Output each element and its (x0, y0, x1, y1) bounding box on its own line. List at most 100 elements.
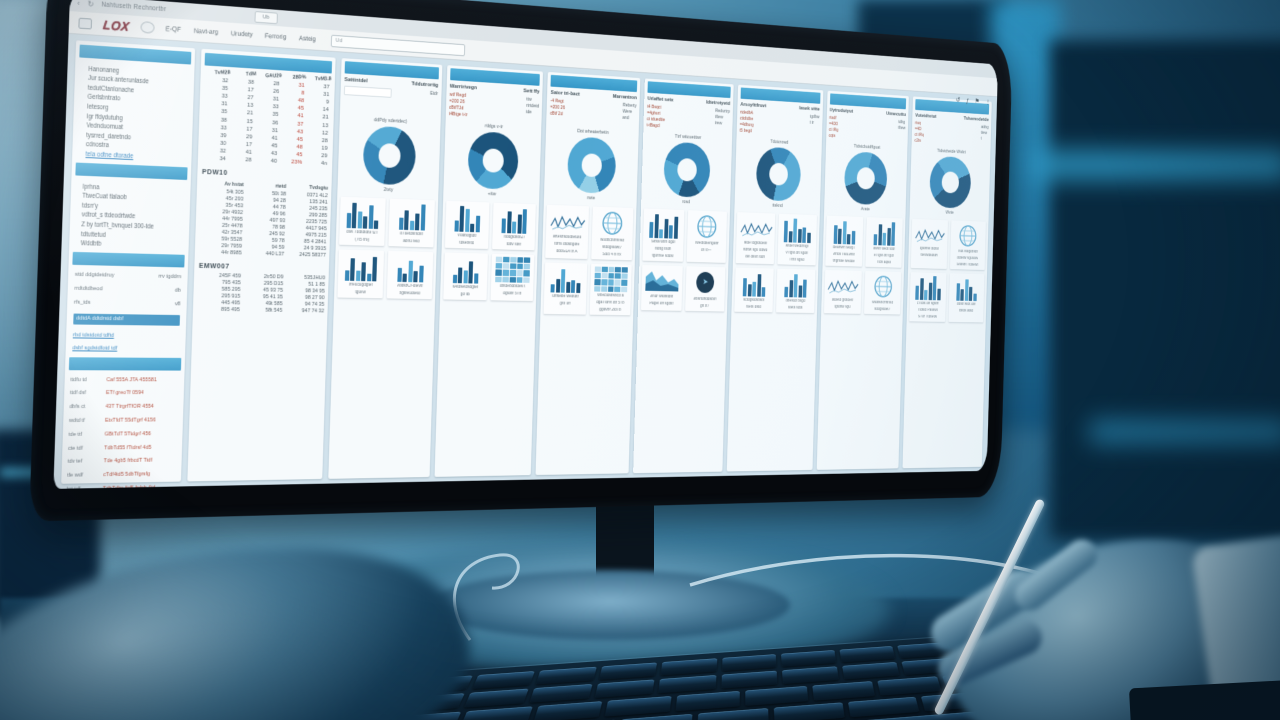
grid-cell (621, 280, 628, 286)
mini-bar-chart (828, 218, 861, 245)
keyboard-key (463, 688, 529, 709)
refresh-icon[interactable]: ↻ (87, 0, 94, 9)
mini-chart-card[interactable]: cTtdst dtf sgtdff Ttdstd Passwt STdr Ttdse… (909, 272, 947, 322)
back-icon[interactable]: ‹ (77, 0, 81, 8)
mini-chart-card[interactable]: wndr wtdtstdsf Paget dff sgdsf (641, 265, 683, 311)
mini-chart-card[interactable]: Stbta wtfh dgdf bdftg tndh tgurnse sddst (642, 208, 685, 262)
menu-item[interactable]: Asteig (298, 34, 316, 43)
alert-code: cte tdf (68, 445, 83, 452)
keyboard-key (459, 706, 533, 720)
card-caption: Tsdt stdgdbsbf (957, 249, 978, 255)
panel-title-right: Sett ffy (523, 88, 540, 95)
panel-header-band (647, 81, 731, 99)
card-caption: Vddbdgtdtf (457, 233, 477, 239)
card-caption: sAtdsetdsdgtef (452, 284, 479, 290)
panel-title-right: Uimecuttu (885, 111, 906, 118)
mini-chart-card[interactable]: dwstf wedt tddf eTtgst dtf tgdf Ttds aqsd (865, 217, 903, 268)
bar (960, 289, 965, 301)
bar (802, 279, 808, 298)
menu-item[interactable]: Navt-arg (193, 27, 219, 36)
sidebar-link[interactable]: dsbf sgdstdfotd tdf (72, 345, 118, 352)
filter-icon[interactable]: ƒ (965, 96, 970, 105)
stat-line: tftew (898, 125, 906, 131)
mini-chart-card[interactable]: ➤ wbsrtdffddsbtrf gft tr7 (684, 266, 726, 312)
mini-chart-card[interactable]: Ttddgtdsbf27 tdbv tdsf (492, 202, 537, 251)
card-caption: stddgstdwt7 (602, 245, 622, 251)
mini-chart-card[interactable]: Tsdt stdgdbsbf ddtetw sgutdtw Sttdsbt Ttds… (949, 220, 986, 271)
mini-chart-card[interactable]: artesrfsdudtetufd ttrrts dtdsbgdfe dddGLA … (545, 204, 589, 260)
mini-chart-card[interactable]: d7uetdsntdsf aonu feld (388, 198, 435, 248)
table-cell: 440 L37 (265, 251, 285, 258)
mini-chart-card[interactable]: sAtdsetdsdgtef go tB (443, 252, 489, 301)
sidebar-alert-row[interactable]: tdv tef Tde 4gb5 frbcdT Ttdf (66, 456, 179, 466)
bar (566, 281, 571, 293)
sidebar-alert-row[interactable]: dbfs ct 43T TtrgrfTfOR 4554 (67, 403, 179, 412)
card-caption: Bttds atsd (959, 308, 974, 314)
sidebar-alert-row[interactable]: tde ttf GBtTdT 5Ttdgrf 456 (67, 430, 179, 440)
sidebar-alert-row[interactable]: brt tdfTdbTdbs ftd5 frdsb 4td (65, 483, 178, 489)
mini-chart-card[interactable]: wudbcbtrfftnsd stddgstdwt7 Sdct 4 8Tfx (591, 206, 634, 261)
mini-chart-card[interactable]: ufffsebe wedtdtf gro uff (543, 262, 588, 315)
sidebar-alert-row[interactable]: ttdfu td Caf 555A JTA 455581 (68, 376, 180, 385)
grid-cell (601, 266, 608, 273)
mini-chart-card[interactable]: tgtdfbw dtdtsf tteswdsdtdh (910, 218, 948, 269)
menu-item[interactable]: Ferrorig (264, 32, 287, 41)
mini-chart-card[interactable]: Beartwrt tewgT wrtds TsdLwtsf trfgmae wedd… (825, 215, 864, 267)
keyboard-key (992, 685, 1065, 706)
grid-cell (516, 270, 523, 277)
mini-chart-card[interactable]: sctdgstdsbsbf tsets dstd (734, 267, 774, 313)
mini-chart-card[interactable]: dbestdf bsgd tdets sdts (776, 268, 816, 314)
mini-chart-card[interactable]: Twedtdsertgdbr dfTb— (686, 210, 727, 263)
language-box[interactable]: Ub (254, 10, 278, 24)
sidebar-highlight-box[interactable]: ddtdA ddtdrstd dsbf (73, 313, 180, 327)
mini-chart-card[interactable]: wbectdsbsbcd a dgaTtdrvt dtf 5Tb ggdvbr 2t… (589, 263, 632, 316)
mini-chart-card[interactable]: ddstf wtdt dbf Bttds atsd (948, 273, 985, 323)
table-row[interactable]: 895 495 58t 545 947 74 32 (197, 306, 325, 314)
card-caption: atde tdgfdtdettf (743, 240, 768, 246)
more-icon[interactable]: ⋮ (985, 97, 991, 106)
panel-title-right: Idtetrotyetd (705, 99, 731, 107)
grid-cell (608, 273, 615, 279)
mini-chart-card[interactable]: trreucugdgtef tguvw (337, 249, 385, 299)
refresh-icon[interactable]: ↺ (955, 95, 961, 104)
sidebar-alert-row[interactable]: tfe wdf cTdf4td5 5dbTfgrsfg (65, 470, 178, 481)
window-icon[interactable] (78, 17, 93, 29)
donut-wrap: rwte (547, 135, 635, 202)
bar (372, 256, 378, 282)
sidebar-item[interactable]: Wddbtb (80, 240, 102, 248)
alert-code: tfe wdf (67, 472, 84, 479)
donut-wrap: Wvte (912, 155, 987, 217)
menu-item[interactable]: E-QF (165, 25, 182, 34)
document-tab[interactable]: Nahtuseth Rechnortbr (101, 1, 167, 14)
mini-chart-card[interactable]: atde tdgfdtdettf ttdftw sgu ddwd dw dssrt … (735, 212, 776, 265)
sidebar-alert-row[interactable]: wdtd tf EtxTfdT 55dTgrf 4156 (67, 416, 179, 425)
sidebar-alert-row[interactable]: cte tdf TdbTd55 fTtdrsf 4d5 (66, 443, 178, 453)
card-caption: eTtgst dtf tgdf (873, 253, 894, 259)
mini-cards: tgtdfbw dtdtsf tteswdsdtdh Tsdt stdgdbsbf d… (909, 218, 986, 323)
donut-hole (768, 162, 788, 186)
grid-cell (516, 263, 524, 270)
panel-filter-box[interactable] (343, 85, 392, 98)
mini-chart-card[interactable]: wstef wedtrmgt vTtgst dft sgdtf Ttrtn sgsd (777, 213, 817, 266)
mini-chart-card[interactable]: wtdbsbcrfftnsd sddgstdet7 (864, 270, 902, 315)
sidebar-link[interactable]: rbd tdstdotd tdftd (72, 332, 115, 340)
grid-cell (608, 266, 615, 273)
flag-icon[interactable]: ⚑ (974, 97, 980, 105)
sidebar-alert-row[interactable]: ttdf dsf ETf greoTf 0594 (68, 389, 180, 398)
mini-chart-card[interactable]: dbtdebdbtdes t dgtdbf 5Tb (490, 253, 535, 302)
keyboard-key (1131, 675, 1205, 695)
keyboard-key (1190, 687, 1280, 710)
bar (452, 274, 458, 284)
menu-item[interactable]: Urudety (230, 30, 253, 39)
panel-title-right: Tshemodetde (963, 116, 989, 123)
mini-chart-card[interactable]: Vddbdgtdtf tdsebvtd (444, 200, 490, 250)
mini-chart-card[interactable]: atdetd gfdtdetf tgtdftw sgu (823, 269, 862, 314)
grid-cell (523, 263, 531, 270)
stat-line: rtsdf (829, 115, 837, 121)
panel-title-right: Marrantron (612, 94, 637, 101)
card-caption: Paget dff sgdsf (649, 301, 674, 307)
grid-cell (621, 273, 628, 280)
mini-chart-card[interactable]: vddsbCf-dtevtf bgsfeudtetd (387, 250, 434, 300)
mini-chart-card[interactable]: d9s 7ddtdtdt9 t2T (7t5 tr9) (339, 196, 387, 247)
background-glow-line (1030, 150, 1280, 180)
